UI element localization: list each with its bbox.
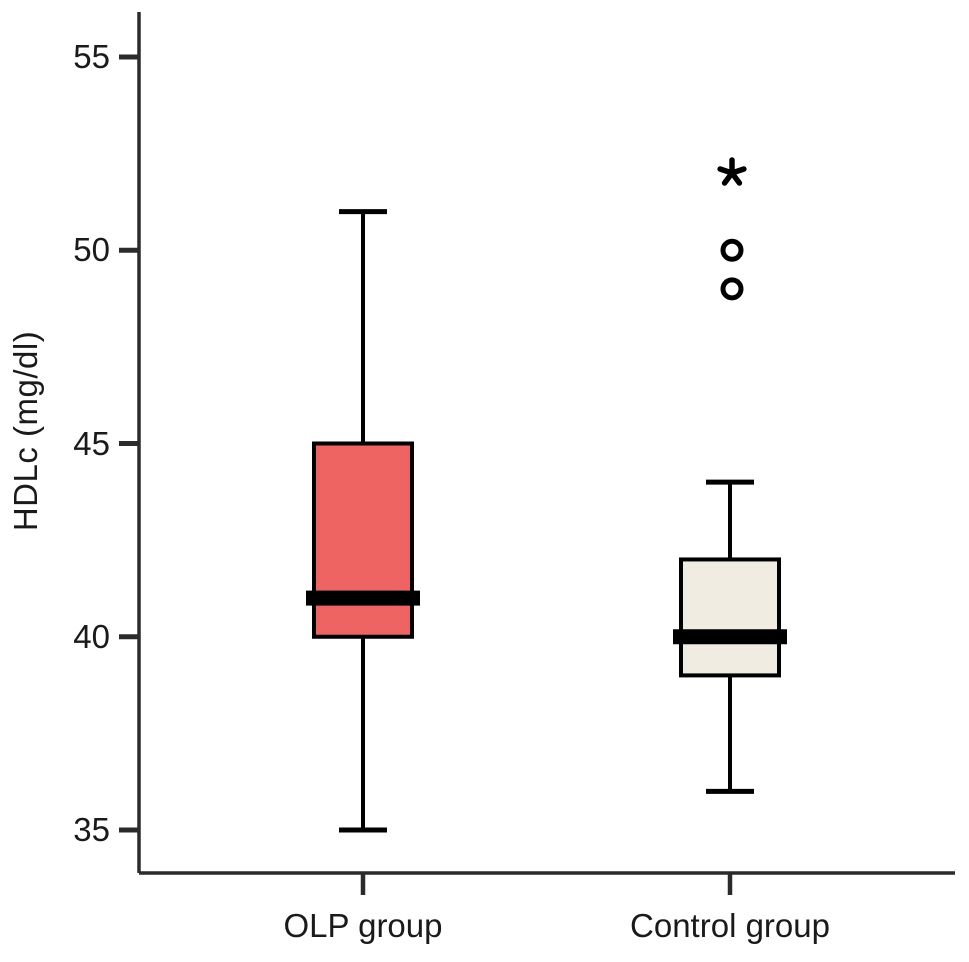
outlier-marker-circle (720, 238, 744, 262)
y-tick-label-35: 35 (73, 811, 110, 848)
x-category-label-control: Control group (630, 907, 830, 944)
y-tick-label-55: 55 (73, 38, 110, 75)
outlier-marker-circle (720, 277, 744, 301)
iqr-box (312, 441, 414, 639)
median-bar (673, 629, 787, 645)
extreme-outlier-marker-asterisk (717, 157, 747, 186)
x-category-label-olp: OLP group (283, 907, 443, 944)
y-tick-label-45: 45 (73, 425, 110, 462)
y-tick-label-40: 40 (73, 618, 110, 655)
y-tick-label-50: 50 (73, 231, 110, 268)
iqr-box (679, 557, 781, 678)
median-bar (306, 590, 420, 606)
